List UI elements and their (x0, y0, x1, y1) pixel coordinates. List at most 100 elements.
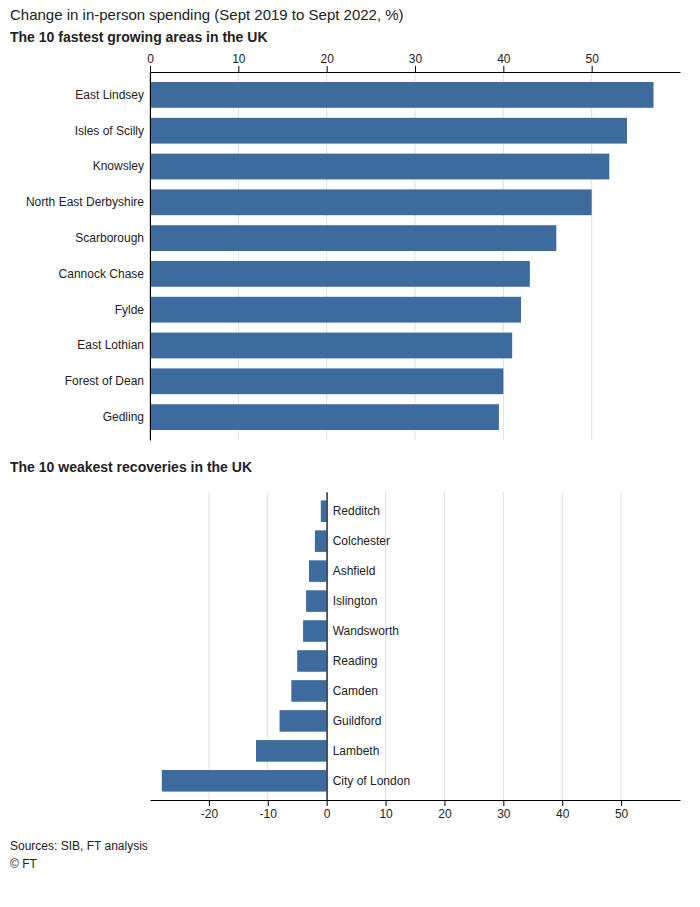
x-tick-mark (621, 800, 622, 806)
y-tick: Forest of Dean (65, 374, 144, 388)
x-axis-line (151, 72, 681, 73)
bars (150, 82, 654, 430)
x-tick-mark (444, 800, 445, 806)
bar (150, 118, 627, 144)
x-tick-label: 20 (438, 807, 452, 821)
x-tick-label: 30 (497, 807, 511, 821)
x-tick: 10 (379, 800, 393, 821)
x-tick-label: 20 (320, 52, 334, 66)
x-axis-line (151, 800, 681, 801)
grid-line (208, 492, 209, 800)
y-tick-label: East Lothian (77, 338, 144, 352)
x-tick: 10 (232, 52, 246, 72)
y-tick-label: Colchester (333, 534, 390, 548)
y-tick-label: Camden (333, 684, 378, 698)
y-tick-label: Scarborough (75, 231, 144, 245)
x-tick: 0 (147, 52, 154, 72)
x-tick: 20 (320, 52, 334, 72)
x-tick-mark (150, 66, 151, 72)
y-tick: Gedling (103, 410, 144, 424)
x-tick: 50 (585, 52, 599, 72)
x-tick: 20 (438, 800, 452, 821)
bar (150, 189, 592, 215)
grid-line (503, 492, 504, 800)
x-tick-label: -10 (260, 807, 278, 821)
x-tick-label: 0 (147, 52, 154, 66)
bar (150, 82, 654, 108)
x-tick-mark (592, 66, 593, 72)
bars (162, 500, 327, 791)
y-tick-label: Lambeth (333, 744, 380, 758)
y-tick-label: Wandsworth (333, 624, 399, 638)
y-tick: Islington (333, 594, 378, 608)
x-tick: 40 (497, 52, 511, 72)
x-tick-label: 50 (615, 807, 629, 821)
x-tick: -10 (260, 800, 278, 821)
grid-line (150, 72, 151, 440)
x-tick-mark (503, 66, 504, 72)
x-tick-label: -20 (201, 807, 219, 821)
x-tick-mark (209, 800, 210, 806)
x-tick-label: 0 (324, 807, 331, 821)
y-tick: Wandsworth (333, 624, 399, 638)
y-tick-label: Guildford (333, 714, 382, 728)
y-axis-line (150, 73, 151, 441)
bar (306, 590, 327, 612)
x-tick-mark (327, 66, 328, 72)
y-tick-label: North East Derbyshire (26, 195, 144, 209)
chart-subtitle: The 10 weakest recoveries in the UK (10, 459, 252, 475)
y-axis-line (327, 493, 328, 801)
grid-line (621, 492, 622, 800)
y-tick: City of London (333, 774, 410, 788)
bar (315, 530, 327, 552)
annotations: Sources: SIB, FT analysis © FT (10, 839, 148, 871)
y-tick: Lambeth (333, 744, 380, 758)
x-tick: 0 (324, 800, 331, 821)
y-tick-label: Fylde (115, 303, 145, 317)
y-axis: East LindseyIsles of ScillyKnowsleyNorth… (26, 73, 151, 441)
bar (297, 650, 326, 672)
y-tick: Ashfield (333, 564, 376, 578)
x-tick-mark (327, 800, 328, 806)
x-tick-mark (386, 800, 387, 806)
y-tick-label: East Lindsey (75, 88, 144, 102)
y-tick: Reading (333, 654, 378, 668)
x-tick: -20 (201, 800, 219, 821)
x-axis: 0 10 20 30 40 50 (147, 52, 680, 73)
x-axis: -20 -10 0 10 20 30 40 50 (151, 800, 681, 821)
bar (150, 333, 512, 359)
x-tick-mark (238, 66, 239, 72)
grid (209, 492, 621, 800)
chart-1: The 10 weakest recoveries in the UK -20 -1… (10, 459, 681, 871)
y-tick: Cannock Chase (59, 267, 145, 281)
y-tick-label: Cannock Chase (59, 267, 145, 281)
y-tick-label: Isles of Scilly (75, 124, 144, 138)
y-tick: Colchester (333, 534, 390, 548)
y-tick-label: Gedling (103, 410, 144, 424)
x-tick-label: 30 (409, 52, 423, 66)
x-tick: 50 (615, 800, 629, 821)
chart-canvas: Change in in-person spending (Sept 2019 … (0, 0, 700, 907)
y-tick: Fylde (115, 303, 145, 317)
x-tick: 30 (409, 52, 423, 72)
y-tick: Guildford (333, 714, 382, 728)
y-tick-label: Ashfield (333, 564, 376, 578)
annotation: © FT (10, 857, 38, 871)
bar (321, 500, 327, 522)
bar (280, 710, 327, 732)
y-tick-label: Islington (333, 594, 378, 608)
bar (291, 680, 326, 702)
grid-line (444, 492, 445, 800)
x-tick: 40 (556, 800, 570, 821)
y-tick-label: Redditch (333, 504, 380, 518)
y-tick: East Lothian (77, 338, 144, 352)
y-tick-label: Reading (333, 654, 378, 668)
x-tick-label: 40 (556, 807, 570, 821)
bar (150, 154, 609, 180)
x-tick-mark (562, 800, 563, 806)
annotation: Sources: SIB, FT analysis (10, 839, 148, 853)
grid-line (562, 492, 563, 800)
bar (256, 740, 327, 762)
x-tick-label: 10 (232, 52, 246, 66)
y-tick: Redditch (333, 504, 380, 518)
